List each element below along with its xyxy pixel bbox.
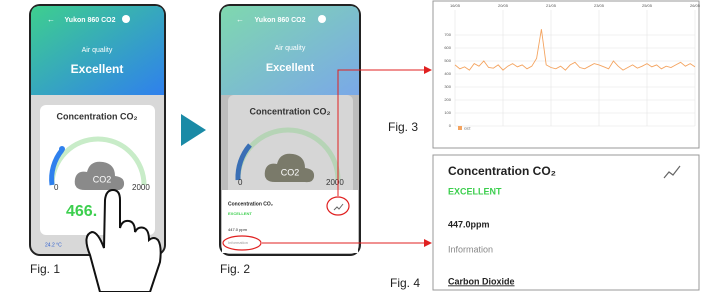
x-tick-label: 21/05 (546, 3, 557, 8)
figure: ← Yukon 860 CO2 Air quality Excellent Co… (0, 0, 708, 292)
card-title: Concentration CO₂ (57, 111, 138, 121)
y-tick-label: 400 (444, 71, 451, 76)
panel-title: Concentration CO₂ (228, 201, 273, 207)
svg-text:←: ← (47, 15, 55, 24)
phone-fig2: ← Yukon 860 CO2 Air quality Excellent Co… (220, 5, 360, 255)
x-tick-label: 20/05 (498, 3, 509, 8)
legend-label: co2 (464, 126, 471, 131)
air-quality-value: Excellent (71, 62, 124, 76)
legend-swatch (458, 126, 462, 130)
cloud-label: CO2 (93, 174, 112, 184)
air-quality-value: Excellent (266, 62, 315, 74)
footer-temp: 24.2 °C (45, 242, 62, 248)
card-title: Concentration CO₂ (250, 106, 331, 116)
x-tick-label: 23/05 (594, 3, 605, 8)
y-tick-label: 600 (444, 45, 451, 50)
panel-status: EXCELLENT (448, 186, 502, 196)
link[interactable]: Carbon Dioxide (448, 276, 515, 286)
air-quality-label: Air quality (82, 47, 113, 54)
detail-panel: Concentration CO₂ EXCELLENT 447.0ppm Inf… (433, 155, 699, 290)
caption: Fig. 4 (390, 276, 420, 290)
y-tick-label: 700 (444, 32, 451, 37)
header-title: Yukon 860 CO2 (255, 17, 306, 24)
panel-title: Concentration CO₂ (448, 164, 556, 178)
gauge-max: 2000 (132, 183, 150, 192)
y-tick-label: 200 (444, 97, 451, 102)
caption: Fig. 3 (388, 120, 418, 134)
gauge-min: 0 (238, 178, 243, 187)
y-tick-label: 500 (444, 58, 451, 63)
panel-reading: 447.0 ppm (228, 227, 248, 232)
header-title: Yukon 860 CO2 (65, 17, 116, 24)
caption: Fig. 2 (220, 262, 250, 276)
transition-arrow (181, 114, 206, 146)
x-tick-label: 26/05 (690, 3, 701, 8)
y-tick-label: 300 (444, 84, 451, 89)
svg-text:←: ← (236, 15, 244, 24)
gauge-min: 0 (54, 183, 59, 192)
reading: 466. (66, 203, 97, 220)
panel-reading: 447.0ppm (448, 219, 490, 229)
caption: Fig. 1 (30, 262, 60, 276)
y-tick-label: 100 (444, 110, 451, 115)
x-tick-label: 25/05 (642, 3, 653, 8)
phone-fig1: ← Yukon 860 CO2 Air quality Excellent Co… (30, 5, 165, 292)
gauge-max: 2000 (326, 178, 344, 187)
air-quality-label: Air quality (275, 45, 306, 52)
panel-status: EXCELLENT (228, 211, 252, 216)
panel-info[interactable]: Information (228, 240, 248, 245)
cloud-label: CO2 (281, 167, 300, 177)
x-tick-label: 16/05 (450, 3, 461, 8)
panel-info: Information (448, 244, 493, 254)
